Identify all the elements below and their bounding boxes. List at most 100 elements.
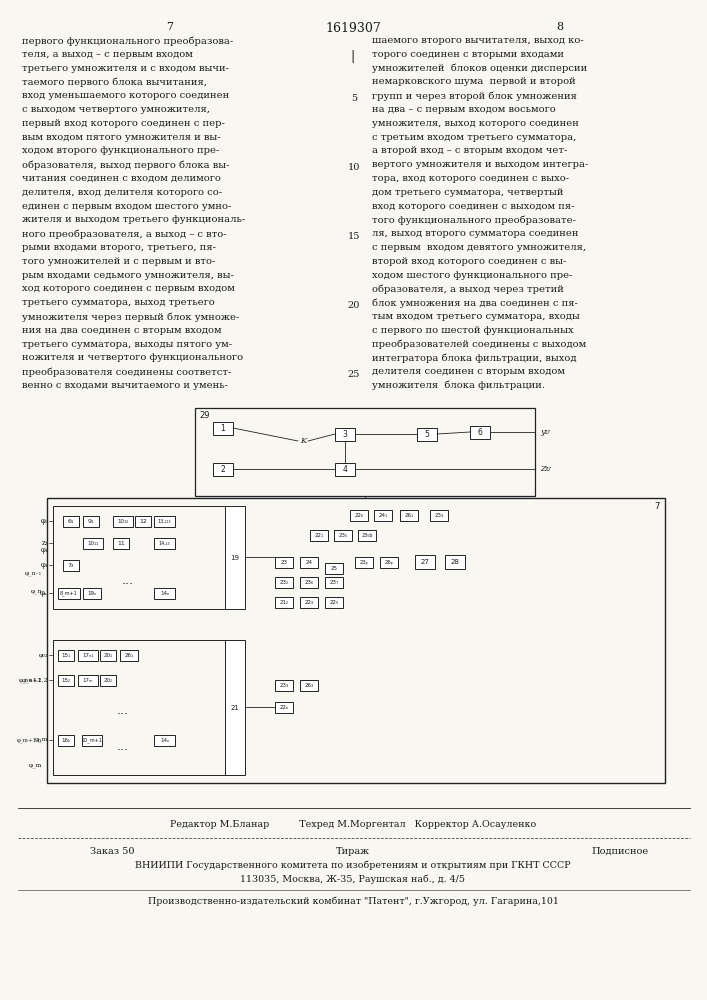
Text: 9₁: 9₁: [88, 519, 94, 524]
Text: делителя соединен с вторым входом: делителя соединен с вторым входом: [372, 367, 565, 376]
Text: Заказ 50: Заказ 50: [90, 847, 134, 856]
Text: ...: ...: [117, 740, 129, 754]
Text: 11: 11: [117, 541, 125, 546]
Text: вым входом пятого умножителя и вы-: вым входом пятого умножителя и вы-: [22, 133, 221, 142]
Bar: [113, 538, 129, 549]
Bar: [400, 510, 418, 521]
Text: φ_m: φ_m: [29, 762, 42, 768]
Text: 1: 1: [221, 424, 226, 433]
Text: ход которого соединен с первым входом: ход которого соединен с первым входом: [22, 284, 235, 293]
Text: с выходом четвертого умножителя,: с выходом четвертого умножителя,: [22, 105, 210, 114]
Text: 10₁₂: 10₁₂: [117, 519, 129, 524]
Text: φ_n+1,2: φ_n+1,2: [18, 677, 42, 683]
Text: групп и через второй блок умножения: групп и через второй блок умножения: [372, 91, 577, 101]
Text: 23ₚ: 23ₚ: [360, 560, 368, 565]
Bar: [325, 563, 343, 574]
Bar: [374, 510, 392, 521]
Text: 20: 20: [348, 301, 360, 310]
Text: 19ₙ: 19ₙ: [88, 591, 97, 596]
Text: вход которого соединен с выходом пя-: вход которого соединен с выходом пя-: [372, 202, 575, 211]
Bar: [82, 735, 102, 746]
Text: 16ₖ: 16ₖ: [62, 738, 71, 743]
Text: 23: 23: [281, 560, 288, 565]
Text: 1619307: 1619307: [325, 22, 381, 35]
Text: 21: 21: [230, 704, 240, 710]
Bar: [154, 588, 175, 599]
Text: 7: 7: [167, 22, 173, 32]
Text: 23₃: 23₃: [279, 683, 288, 688]
Bar: [100, 675, 116, 686]
Text: 20_m+1: 20_m+1: [81, 738, 103, 743]
Text: дом третьего сумматора, четвертый: дом третьего сумматора, четвертый: [372, 188, 563, 197]
Text: 29: 29: [199, 411, 209, 420]
Bar: [113, 516, 133, 527]
Text: единен с первым входом шестого умно-: единен с первым входом шестого умно-: [22, 202, 231, 211]
Text: делителя, вход делителя которого со-: делителя, вход делителя которого со-: [22, 188, 222, 197]
Text: φ₁: φ₁: [40, 561, 48, 569]
Bar: [358, 530, 376, 541]
Text: φ₁: φ₁: [40, 546, 48, 554]
Text: первого функционального преобразова-: первого функционального преобразова-: [22, 36, 233, 45]
Text: первый вход которого соединен с пер-: первый вход которого соединен с пер-: [22, 119, 225, 128]
Bar: [213, 463, 233, 476]
Text: торого соединен с вторыми входами: торого соединен с вторыми входами: [372, 50, 564, 59]
Bar: [325, 597, 343, 608]
Bar: [78, 675, 98, 686]
Text: таемого первого блока вычитания,: таемого первого блока вычитания,: [22, 77, 207, 87]
Bar: [154, 538, 175, 549]
Text: 22₉: 22₉: [305, 600, 314, 605]
Text: φ_m+1,n: φ_m+1,n: [17, 737, 42, 743]
Text: с первого по шестой функциональных: с первого по шестой функциональных: [372, 326, 573, 335]
Text: Подписное: Подписное: [592, 847, 648, 856]
Text: φ_n₋₁: φ_n₋₁: [25, 570, 42, 576]
Text: умножителя через первый блок умноже-: умножителя через первый блок умноже-: [22, 312, 240, 322]
Text: интегратора блока фильтрации, выход: интегратора блока фильтрации, выход: [372, 353, 576, 363]
Text: 26₁: 26₁: [124, 653, 134, 658]
Text: 25: 25: [348, 370, 360, 379]
Text: того умножителей и с первым и вто-: того умножителей и с первым и вто-: [22, 257, 216, 266]
Text: 3: 3: [343, 430, 347, 439]
Text: K: K: [300, 437, 306, 445]
Text: 23₃: 23₃: [434, 513, 443, 518]
Text: а второй вход – с вторым входом чет-: а второй вход – с вторым входом чет-: [372, 146, 568, 155]
Text: 14ₙ: 14ₙ: [160, 738, 169, 743]
Text: второй вход которого соединен с вы-: второй вход которого соединен с вы-: [372, 257, 566, 266]
Text: 15₁: 15₁: [62, 653, 71, 658]
Text: 26₃: 26₃: [305, 683, 314, 688]
Bar: [213, 422, 233, 435]
Text: 23₆: 23₆: [305, 580, 314, 585]
Bar: [275, 577, 293, 588]
Bar: [83, 588, 101, 599]
Text: z₂: z₂: [42, 539, 48, 547]
Text: φ_n: φ_n: [30, 588, 42, 593]
Bar: [430, 510, 448, 521]
Text: ля, выход второго сумматора соединен: ля, выход второго сумматора соединен: [372, 229, 578, 238]
Bar: [58, 650, 74, 661]
Text: 22₁: 22₁: [315, 533, 324, 538]
Text: 22ₙ: 22ₙ: [279, 705, 288, 710]
Text: 7: 7: [655, 502, 660, 511]
Text: Тираж: Тираж: [336, 847, 370, 856]
Text: 15₂: 15₂: [62, 678, 71, 683]
Bar: [78, 650, 98, 661]
Text: умножителей  блоков оценки дисперсии: умножителей блоков оценки дисперсии: [372, 64, 588, 73]
Text: 24: 24: [305, 560, 312, 565]
Bar: [154, 735, 175, 746]
Text: 13,₂₁₃: 13,₂₁₃: [158, 519, 171, 524]
Text: 28: 28: [450, 559, 460, 565]
Bar: [417, 428, 437, 441]
Text: φ_m: φ_m: [35, 738, 48, 742]
Text: 15: 15: [348, 232, 360, 241]
Bar: [63, 560, 79, 571]
Text: с первым  входом девятого умножителя,: с первым входом девятого умножителя,: [372, 243, 586, 252]
Text: ного преобразователя, а выход – с вто-: ного преобразователя, а выход – с вто-: [22, 229, 227, 239]
Text: ходом второго функционального пре-: ходом второго функционального пре-: [22, 146, 219, 155]
Text: ния на два соединен с вторым входом: ния на два соединен с вторым входом: [22, 326, 221, 335]
Bar: [300, 557, 318, 568]
Text: вход уменьшаемого которого соединен: вход уменьшаемого которого соединен: [22, 91, 229, 100]
Text: 10₁₁: 10₁₁: [88, 541, 98, 546]
Text: 26₁: 26₁: [404, 513, 414, 518]
Text: ...: ...: [122, 574, 134, 586]
Text: Редактор М.Бланар          Техред М.Моргентал   Корректор А.Осауленко: Редактор М.Бланар Техред М.Моргентал Кор…: [170, 820, 536, 829]
Text: 23₅b: 23₅b: [361, 533, 373, 538]
